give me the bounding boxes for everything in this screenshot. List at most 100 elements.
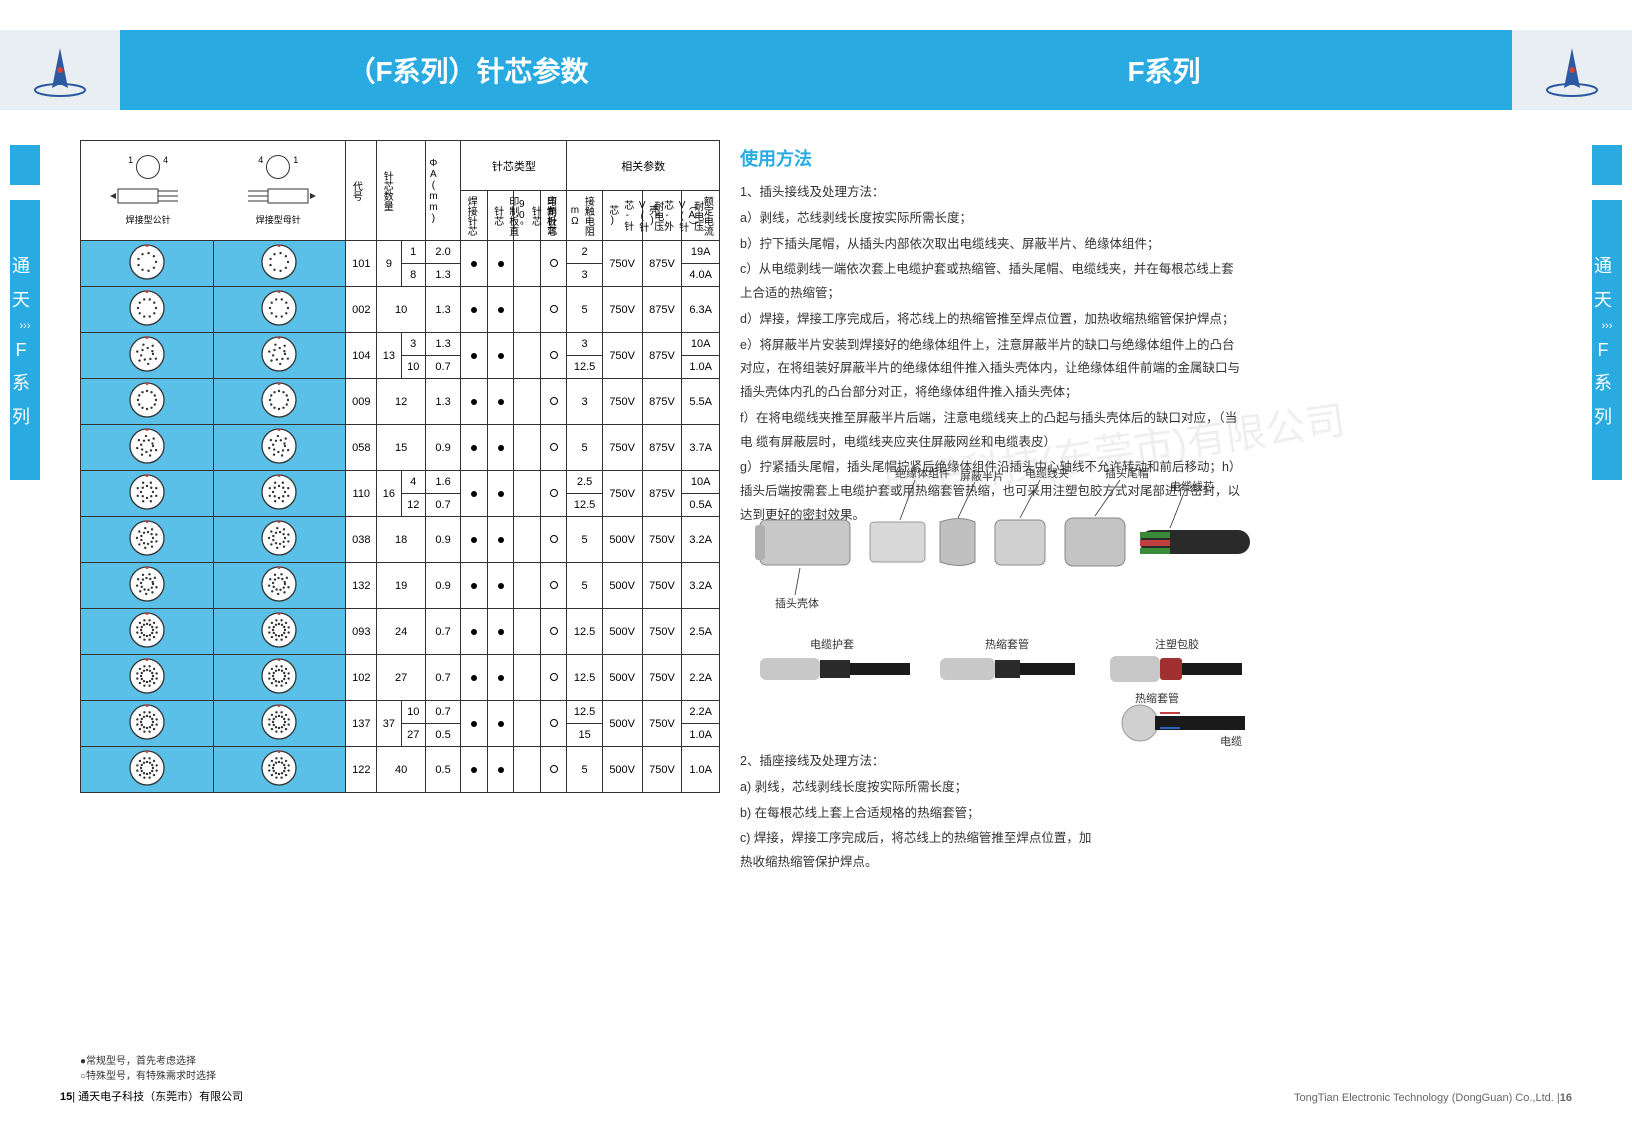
- cell-mark: [514, 517, 541, 563]
- cell-mark: [540, 287, 567, 333]
- cell-mark: [487, 425, 514, 471]
- logo-left: [0, 30, 120, 110]
- cell-mark: [514, 379, 541, 425]
- cell-phi: 0.7: [425, 494, 460, 517]
- usage-subtitle: 2、插座接线及处理方法：: [740, 750, 1100, 774]
- col-header: 弯角针芯: [543, 196, 558, 236]
- pin-diagram: [213, 609, 346, 655]
- pin-diagram: [213, 655, 346, 701]
- cell-mark: [514, 655, 541, 701]
- side-arrows: ›››: [20, 320, 31, 332]
- cell-cur: 0.5A: [682, 494, 720, 517]
- cell-phi: 0.9: [425, 425, 460, 471]
- usage-step: d）焊接，焊接工序完成后，将芯线上的热缩管推至焊点位置，加热收缩热缩管保护焊点；: [740, 308, 1240, 332]
- cell-pins: 19: [377, 563, 426, 609]
- side-tab-right: 通 天 ››› F 系 列: [1592, 200, 1622, 480]
- usage-title: 使用方法: [740, 145, 1240, 171]
- cell-code: 102: [346, 655, 377, 701]
- cell-mark: [461, 747, 488, 793]
- illus-label: 插头壳体: [775, 595, 819, 611]
- cell-mark: [461, 425, 488, 471]
- cell-mark: [540, 563, 567, 609]
- cell-mark: [487, 655, 514, 701]
- cell-res: 3: [567, 264, 602, 287]
- cell-pins: 27: [377, 655, 426, 701]
- cell-sub: 3: [401, 333, 425, 356]
- cell-res: 5: [567, 563, 602, 609]
- cell-hv1: 750V: [602, 333, 642, 379]
- cell-mark: [540, 517, 567, 563]
- cell-cur: 1.0A: [682, 724, 720, 747]
- cell-mark: [461, 287, 488, 333]
- cell-pins: 13: [377, 333, 401, 379]
- cell-code: 110: [346, 471, 377, 517]
- cell-hv1: 750V: [602, 425, 642, 471]
- cell-res: 3: [567, 333, 602, 356]
- cell-code: 122: [346, 747, 377, 793]
- cell-cur: 2.2A: [682, 701, 720, 724]
- note-line: ●常规型号，首先考虑选择: [80, 1052, 216, 1067]
- cell-hv1: 750V: [602, 471, 642, 517]
- page-number: 16: [1560, 1092, 1572, 1104]
- note-line: ○特殊型号，有特殊需求时选择: [80, 1067, 216, 1082]
- cell-hv1: 500V: [602, 563, 642, 609]
- cell-mark: [487, 287, 514, 333]
- cell-cur: 3.2A: [682, 563, 720, 609]
- cell-phi: 0.7: [425, 356, 460, 379]
- pin-diagram: [81, 379, 214, 425]
- cell-phi: 0.5: [425, 724, 460, 747]
- pin-diagram: [81, 241, 214, 287]
- title-right: F系列: [816, 30, 1512, 110]
- cell-cur: 6.3A: [682, 287, 720, 333]
- cell-res: 12.5: [567, 655, 602, 701]
- cell-pins: 16: [377, 471, 401, 517]
- cell-pins: 10: [377, 287, 426, 333]
- cell-phi: 0.9: [425, 563, 460, 609]
- pin-diagram: [81, 425, 214, 471]
- pin-diagram: [81, 333, 214, 379]
- usage-section-2: 2、插座接线及处理方法： a) 剥线，芯线剥线长度按实际所需长度； b) 在每根…: [740, 750, 1100, 877]
- logo-right: [1512, 30, 1632, 110]
- cell-mark: [540, 241, 567, 287]
- cell-res: 12.5: [567, 356, 602, 379]
- cell-mark: [540, 701, 567, 747]
- cell-code: 002: [346, 287, 377, 333]
- cell-sub: 12: [401, 494, 425, 517]
- cell-phi: 1.3: [425, 264, 460, 287]
- cell-pins: 40: [377, 747, 426, 793]
- cell-phi: 0.9: [425, 517, 460, 563]
- cell-res: 5: [567, 287, 602, 333]
- cell-sub: 8: [401, 264, 425, 287]
- pin-diagram: [213, 333, 346, 379]
- usage-step: f）在将电缆线夹推至屏蔽半片后端，注意电缆线夹上的凸起与插头壳体后的缺口对应，（…: [740, 407, 1240, 455]
- cell-code: 093: [346, 609, 377, 655]
- param-table: 14 焊接型公针 41 焊接型母针 代号 针芯数量: [80, 140, 720, 793]
- cell-mark: [487, 747, 514, 793]
- illus-label: 电缆线芯: [1170, 478, 1214, 494]
- cell-hv1: 750V: [602, 287, 642, 333]
- side-char: 通: [1594, 252, 1620, 278]
- pin-diagram: [213, 425, 346, 471]
- page-number: 15: [60, 1091, 72, 1103]
- cell-cur: 1.0A: [682, 356, 720, 379]
- cell-mark: [540, 471, 567, 517]
- cell-mark: [461, 609, 488, 655]
- cell-phi: 1.3: [425, 287, 460, 333]
- cell-hv1: 750V: [602, 379, 642, 425]
- side-tab-left: 通 天 ››› F 系 列: [10, 200, 40, 480]
- cell-hv2: 875V: [642, 425, 682, 471]
- cell-mark: [540, 747, 567, 793]
- pin-diagram: [213, 287, 346, 333]
- illus-label: 绝缘体组件: [895, 465, 950, 481]
- pin-diagram: [81, 747, 214, 793]
- param-table-wrap: 14 焊接型公针 41 焊接型母针 代号 针芯数量: [80, 140, 720, 793]
- side-char: 天: [12, 286, 38, 312]
- cell-mark: [487, 241, 514, 287]
- illus-label: 注塑包胶: [1155, 636, 1199, 652]
- cell-code: 137: [346, 701, 377, 747]
- cell-mark: [487, 379, 514, 425]
- pin-diagram: [81, 655, 214, 701]
- pin-diagram: [81, 563, 214, 609]
- cell-cur: 10A: [682, 333, 720, 356]
- cell-res: 2: [567, 241, 602, 264]
